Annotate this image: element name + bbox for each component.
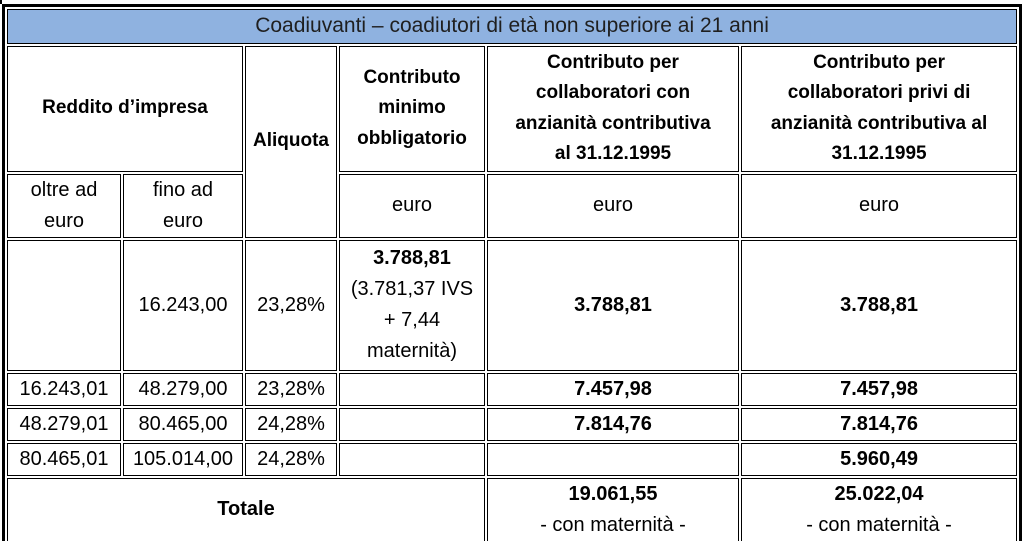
cell-contributo-con: 7.814,76: [487, 407, 739, 441]
table-row: 80.465,01 105.014,00 24,28% 5.960,49: [7, 442, 1018, 476]
title-row: Coadiuvanti – coadiutori di età non supe…: [7, 9, 1018, 44]
contribution-table: Coadiuvanti – coadiutori di età non supe…: [2, 4, 1023, 541]
cell-contributo-con: 3.788,81: [487, 239, 739, 371]
cell-contributo-privi: 7.457,98: [741, 372, 1018, 406]
cell-contributo-minimo: [339, 442, 485, 476]
header-contributo-con-anzianita: Contributo per collaboratori con anziani…: [487, 45, 739, 172]
minimo-detail: (3.781,37 IVS + 7,44 maternità): [350, 278, 474, 363]
cell-contributo-con: 7.457,98: [487, 372, 739, 406]
cell-fino: 105.014,00: [123, 442, 243, 476]
cell-contributo-privi: 7.814,76: [741, 407, 1018, 441]
totale-privi-note: - con maternità -: [806, 513, 952, 536]
minimo-value: 3.788,81: [373, 247, 451, 270]
subheader-euro-con: euro: [487, 173, 739, 238]
cell-aliquota: 24,28%: [245, 407, 337, 441]
header-reddito-impresa: Reddito d’impresa: [7, 45, 243, 172]
sliver-border-right: [0, 0, 2, 4]
totale-con-note: - con maternità -: [540, 513, 686, 536]
subheader-euro-privi: euro: [741, 173, 1018, 238]
cell-fino: 48.279,00: [123, 372, 243, 406]
cell-contributo-minimo: 3.788,81 (3.781,37 IVS + 7,44 maternità): [339, 239, 485, 371]
totale-con: 19.061,55 - con maternità -: [487, 477, 739, 541]
cell-oltre: 16.243,01: [7, 372, 121, 406]
cell-contributo-privi: 3.788,81: [741, 239, 1018, 371]
cell-contributo-minimo: [339, 372, 485, 406]
cell-fino: 80.465,00: [123, 407, 243, 441]
cropped-row-above: [0, 0, 1024, 4]
totale-privi-value: 25.022,04: [834, 482, 924, 505]
cell-contributo-minimo: [339, 407, 485, 441]
header-contributo-privi-anzianita: Contributo per collaboratori privi di an…: [741, 45, 1018, 172]
header-contributo-minimo: Contributo minimo obbligatorio: [339, 45, 485, 172]
cell-contributo-privi: 5.960,49: [741, 442, 1018, 476]
totale-row: Totale 19.061,55 - con maternità - 25.02…: [7, 477, 1018, 541]
table-title: Coadiuvanti – coadiutori di età non supe…: [7, 9, 1018, 44]
cell-aliquota: 24,28%: [245, 442, 337, 476]
cell-aliquota: 23,28%: [245, 239, 337, 371]
table-row: 16.243,00 23,28% 3.788,81 (3.781,37 IVS …: [7, 239, 1018, 371]
subheader-euro-minimo: euro: [339, 173, 485, 238]
subheader-oltre-ad-euro: oltre ad euro: [7, 173, 121, 238]
cell-oltre: [7, 239, 121, 371]
totale-con-value: 19.061,55: [568, 482, 658, 505]
table-row: 16.243,01 48.279,00 23,28% 7.457,98 7.45…: [7, 372, 1018, 406]
table-row: 48.279,01 80.465,00 24,28% 7.814,76 7.81…: [7, 407, 1018, 441]
totale-privi: 25.022,04 - con maternità -: [741, 477, 1018, 541]
header-row: Reddito d’impresa Aliquota Contributo mi…: [7, 45, 1018, 238]
subheader-fino-ad-euro: fino ad euro: [123, 173, 243, 238]
cell-contributo-con: [487, 442, 739, 476]
subheader-row: oltre ad euro fino ad euro euro euro eur…: [7, 173, 1018, 238]
totale-label: Totale: [7, 477, 485, 541]
cell-oltre: 80.465,01: [7, 442, 121, 476]
header-aliquota: Aliquota: [245, 45, 337, 238]
cell-oltre: 48.279,01: [7, 407, 121, 441]
cell-fino: 16.243,00: [123, 239, 243, 371]
cell-aliquota: 23,28%: [245, 372, 337, 406]
